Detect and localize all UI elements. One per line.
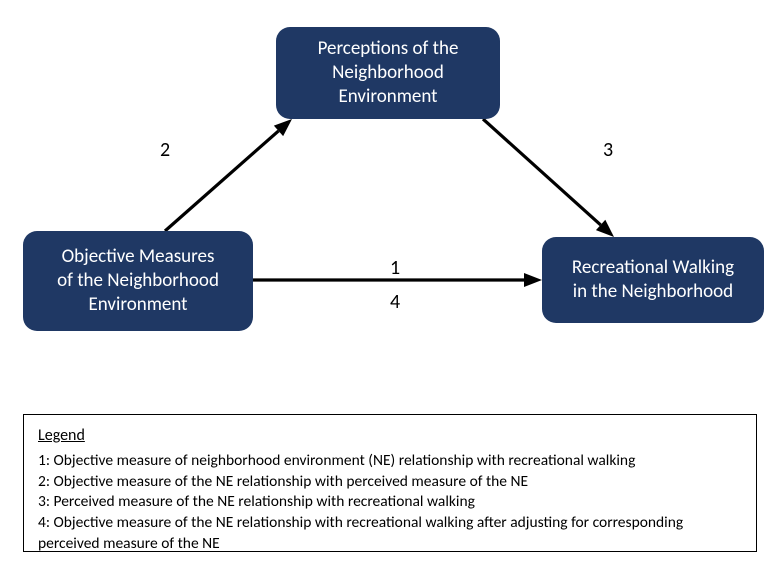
edge-label-4: 4 (390, 290, 400, 314)
legend-items: 1: Objective measure of neighborhood env… (38, 451, 742, 556)
legend-item: 3: Perceived measure of the NE relations… (38, 492, 742, 513)
legend-item: 2: Objective measure of the NE relations… (38, 472, 742, 493)
edge-label-2: 2 (160, 138, 170, 162)
node-perceptions-label: Perceptions of theNeighborhoodEnvironmen… (318, 37, 459, 108)
edge-label-3: 3 (603, 138, 613, 162)
diagram-canvas: Perceptions of theNeighborhoodEnvironmen… (0, 0, 780, 572)
node-objective-measures: Objective Measuresof the NeighborhoodEnv… (23, 231, 253, 331)
node-perceptions: Perceptions of theNeighborhoodEnvironmen… (276, 27, 500, 119)
edge-label-1: 1 (390, 256, 400, 280)
legend-title: Legend (38, 425, 742, 447)
node-objective-label: Objective Measuresof the NeighborhoodEnv… (57, 245, 219, 316)
legend-item: 4: Objective measure of the NE relations… (38, 513, 742, 555)
legend-box: Legend 1: Objective measure of neighborh… (23, 414, 757, 552)
legend-item: 1: Objective measure of neighborhood env… (38, 451, 742, 472)
node-recreational-walking: Recreational Walkingin the Neighborhood (542, 237, 764, 323)
node-walking-label: Recreational Walkingin the Neighborhood (572, 256, 734, 304)
